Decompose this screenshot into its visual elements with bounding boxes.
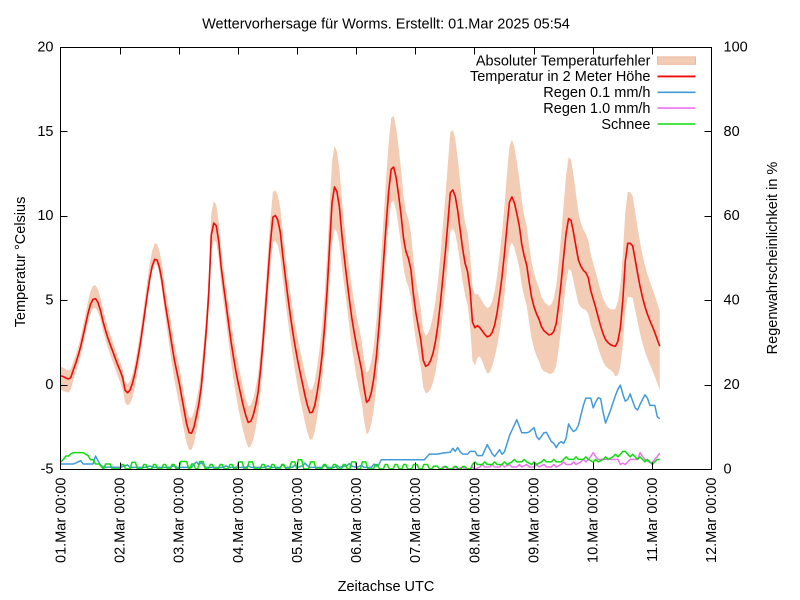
- svg-text:04.Mar 00:00: 04.Mar 00:00: [231, 478, 247, 563]
- svg-text:15: 15: [37, 124, 53, 140]
- svg-text:Zeitachse UTC: Zeitachse UTC: [338, 579, 435, 595]
- svg-text:80: 80: [724, 124, 740, 140]
- svg-text:10.Mar 00:00: 10.Mar 00:00: [586, 478, 602, 563]
- svg-text:20: 20: [724, 377, 740, 393]
- svg-text:Regenwahrscheinlichkeit in %: Regenwahrscheinlichkeit in %: [765, 162, 781, 355]
- svg-text:0: 0: [45, 377, 53, 393]
- svg-text:02.Mar 00:00: 02.Mar 00:00: [113, 478, 129, 563]
- svg-text:Regen 1.0 mm/h: Regen 1.0 mm/h: [543, 101, 650, 117]
- svg-text:100: 100: [724, 39, 748, 55]
- svg-text:Wettervorhersage für Worms. Er: Wettervorhersage für Worms. Erstellt: 01…: [202, 17, 570, 33]
- svg-text:Temperatur in 2 Meter Höhe: Temperatur in 2 Meter Höhe: [470, 69, 651, 85]
- svg-text:05.Mar 00:00: 05.Mar 00:00: [290, 478, 306, 563]
- svg-text:06.Mar 00:00: 06.Mar 00:00: [349, 478, 365, 563]
- svg-text:10: 10: [37, 208, 53, 224]
- svg-text:12.Mar 00:00: 12.Mar 00:00: [704, 478, 720, 563]
- svg-text:5: 5: [45, 293, 53, 309]
- svg-text:Schnee: Schnee: [601, 117, 650, 133]
- svg-text:20: 20: [37, 39, 53, 55]
- svg-text:Temperatur °Celsius: Temperatur °Celsius: [13, 197, 29, 328]
- svg-text:11.Mar 00:00: 11.Mar 00:00: [645, 478, 661, 562]
- svg-text:Absoluter Temperaturfehler: Absoluter Temperaturfehler: [476, 53, 651, 69]
- svg-text:09.Mar 00:00: 09.Mar 00:00: [526, 478, 542, 563]
- svg-text:40: 40: [724, 293, 740, 309]
- svg-text:07.Mar 00:00: 07.Mar 00:00: [408, 478, 424, 563]
- svg-text:03.Mar 00:00: 03.Mar 00:00: [172, 478, 188, 563]
- svg-text:0: 0: [724, 461, 732, 477]
- svg-text:-5: -5: [41, 461, 54, 477]
- svg-text:01.Mar 00:00: 01.Mar 00:00: [53, 478, 69, 563]
- svg-text:08.Mar 00:00: 08.Mar 00:00: [467, 477, 483, 562]
- svg-text:60: 60: [724, 208, 740, 224]
- svg-text:Regen 0.1 mm/h: Regen 0.1 mm/h: [543, 85, 650, 101]
